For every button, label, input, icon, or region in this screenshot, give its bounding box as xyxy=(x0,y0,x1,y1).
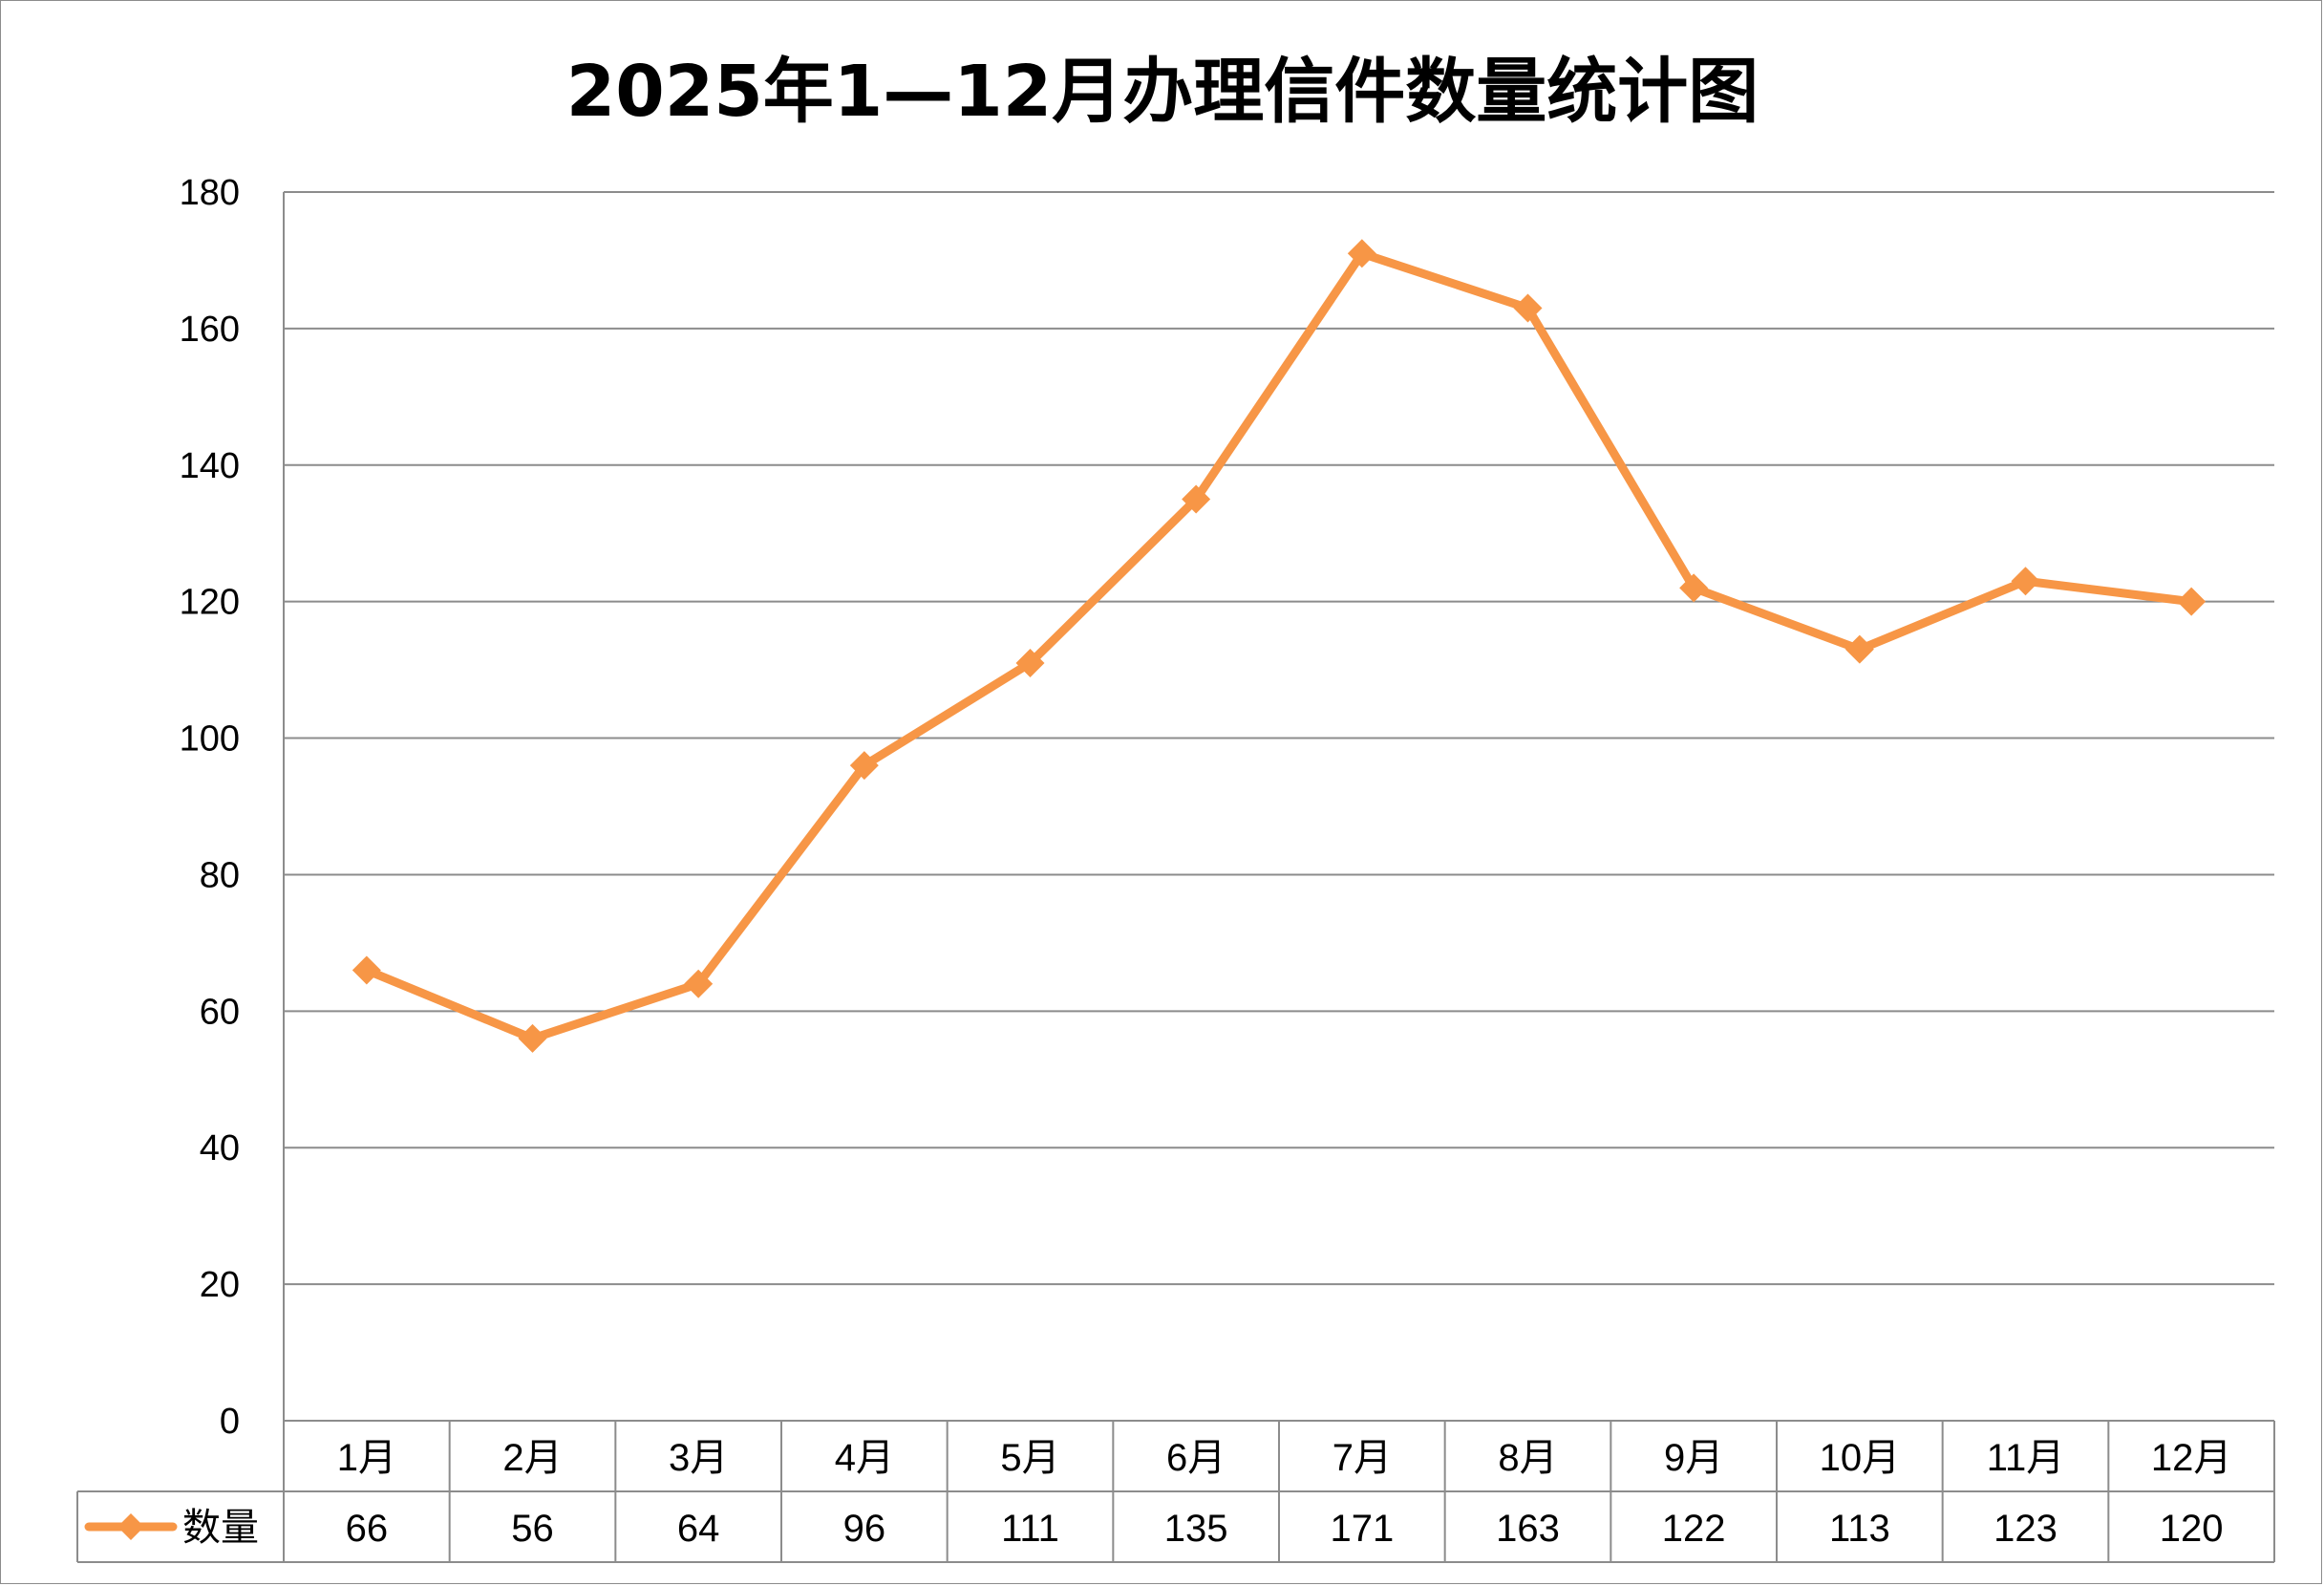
table-value-cell: 135 xyxy=(1164,1508,1228,1550)
data-point-marker xyxy=(518,1023,547,1053)
legend-marker xyxy=(117,1513,144,1540)
table-value-cell: 66 xyxy=(346,1508,389,1550)
table-value-cell: 96 xyxy=(843,1508,886,1550)
x-category-label: 7月 xyxy=(1333,1437,1392,1479)
series-line-group xyxy=(352,239,2207,1053)
y-tick-label: 0 xyxy=(220,1402,240,1442)
table-value-cell: 171 xyxy=(1330,1508,1394,1550)
x-category-label: 10月 xyxy=(1820,1437,1901,1479)
x-category-label: 8月 xyxy=(1498,1437,1557,1479)
x-category-label: 5月 xyxy=(1000,1437,1059,1479)
data-point-marker xyxy=(1347,239,1376,268)
x-category-label: 9月 xyxy=(1664,1437,1723,1479)
data-point-marker xyxy=(352,955,381,985)
legend-series-name: 数量 xyxy=(182,1506,259,1550)
y-tick-label: 120 xyxy=(180,583,240,623)
data-point-marker xyxy=(1679,573,1709,603)
table-value-cell: 163 xyxy=(1496,1508,1560,1550)
x-category-label: 6月 xyxy=(1166,1437,1226,1479)
data-point-marker xyxy=(1182,484,1211,514)
data-table: 1月 66 2月 56 3月 64 4月 96 5月 111 6月 135 7月 171 8月 163 9月 12… xyxy=(76,1420,2275,1563)
table-value-cell: 120 xyxy=(2160,1508,2224,1550)
data-point-marker xyxy=(684,969,714,998)
data-point-marker xyxy=(1513,293,1543,323)
table-value-cell: 123 xyxy=(1994,1508,2057,1550)
data-point-marker xyxy=(1844,634,1874,664)
x-category-label: 4月 xyxy=(835,1437,894,1479)
data-point-marker xyxy=(849,751,879,781)
y-tick-label: 40 xyxy=(200,1128,240,1168)
gridlines xyxy=(283,191,2274,1562)
y-tick-label: 160 xyxy=(180,310,240,350)
x-category-label: 12月 xyxy=(2151,1437,2232,1479)
y-tick-label: 140 xyxy=(180,446,240,486)
x-category-label: 3月 xyxy=(669,1437,728,1479)
data-point-marker xyxy=(1015,648,1045,677)
table-value-cell: 113 xyxy=(1829,1508,1890,1550)
table-value-cell: 111 xyxy=(1001,1508,1059,1550)
table-value-cell: 122 xyxy=(1662,1508,1726,1550)
y-tick-label: 20 xyxy=(200,1265,240,1305)
table-value-cell: 64 xyxy=(677,1508,720,1550)
y-tick-label: 60 xyxy=(200,992,240,1032)
x-category-label: 2月 xyxy=(502,1437,562,1479)
y-tick-label: 100 xyxy=(180,719,240,760)
chart-title: 2025年1—12月办理信件数量统计图 xyxy=(566,51,1759,133)
data-point-marker xyxy=(2011,567,2040,596)
data-point-marker xyxy=(2177,587,2207,616)
x-category-label: 1月 xyxy=(337,1437,396,1479)
series-line xyxy=(362,248,2196,1043)
y-axis-ticks: 0 20 40 60 80 100 120 140 160 180 xyxy=(180,173,240,1442)
y-tick-label: 180 xyxy=(180,173,240,213)
y-tick-label: 80 xyxy=(200,855,240,895)
x-category-label: 11月 xyxy=(1987,1437,2065,1479)
table-value-cell: 56 xyxy=(511,1508,554,1550)
